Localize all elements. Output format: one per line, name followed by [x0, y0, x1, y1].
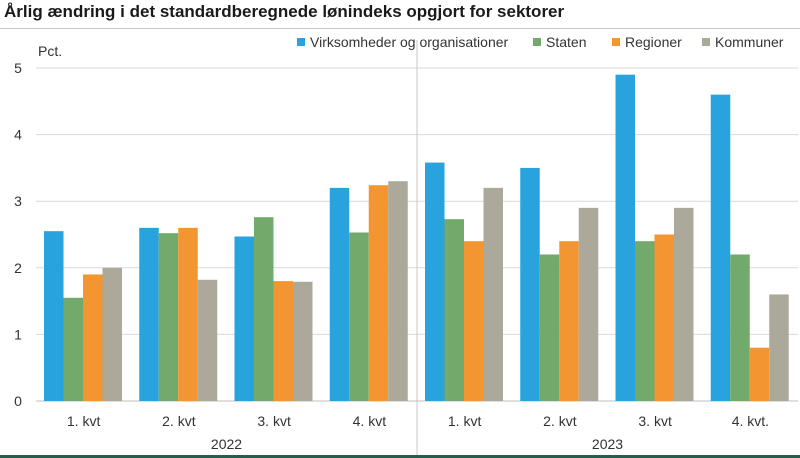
bar-4-6 [578, 207, 599, 401]
group-label-2022: 2022 [211, 436, 242, 452]
bar-3-4 [368, 185, 389, 401]
bar-2-6 [539, 254, 560, 401]
y-axis-unit-label: Pct. [38, 43, 62, 59]
group-label-2023: 2023 [592, 436, 623, 452]
legend-swatch-4 [702, 38, 710, 46]
x-tick-label-3: 3. kvt [257, 413, 291, 429]
bottom-rule [0, 455, 800, 458]
bar-4-5 [483, 187, 503, 401]
y-tick-label-4: 4 [14, 127, 22, 143]
legend-swatch-1 [297, 38, 305, 46]
bar-3-1 [83, 274, 103, 401]
bar-1-1 [44, 231, 64, 401]
bar-1-7 [615, 74, 635, 401]
x-tick-label-1: 1. kvt [67, 413, 101, 429]
bar-1-3 [234, 236, 254, 401]
y-tick-label-5: 5 [14, 60, 22, 76]
bar-4-7 [674, 207, 694, 401]
bar-3-7 [654, 234, 674, 401]
y-tick-label-2: 2 [14, 260, 22, 276]
bar-3-3 [273, 281, 293, 401]
bar-4-4 [388, 181, 408, 401]
bar-2-3 [254, 217, 274, 401]
legend-label-2: Staten [546, 34, 586, 50]
legend-swatch-3 [612, 38, 620, 46]
bar-1-5 [425, 162, 445, 401]
bar-2-1 [63, 297, 83, 401]
bar-2-8 [730, 254, 750, 401]
legend-label-1: Virksomheder og organisationer [310, 34, 509, 50]
bar-3-6 [559, 241, 579, 401]
bar-1-4 [329, 187, 350, 401]
x-tick-label-4: 4. kvt [353, 413, 387, 429]
bar-3-5 [464, 241, 484, 401]
x-tick-label-8: 4. kvt. [732, 413, 769, 429]
bar-3-8 [749, 347, 770, 401]
chart-title: Årlig ændring i det standardberegnede lø… [4, 2, 565, 21]
legend-swatch-2 [533, 38, 541, 46]
x-tick-label-5: 1. kvt [448, 413, 482, 429]
bar-4-8 [769, 294, 789, 401]
bar-1-2 [139, 227, 159, 401]
bar-1-6 [520, 167, 540, 401]
legend-label-4: Kommuner [715, 34, 784, 50]
legend-label-3: Regioner [625, 34, 682, 50]
bar-2-4 [349, 232, 369, 401]
y-tick-label-0: 0 [14, 393, 22, 409]
bar-4-2 [197, 279, 218, 401]
x-tick-label-7: 3. kvt [638, 413, 672, 429]
bar-4-1 [102, 267, 122, 401]
bar-2-7 [635, 241, 655, 401]
bar-2-2 [158, 233, 179, 401]
bar-2-5 [444, 219, 464, 401]
x-tick-label-2: 2. kvt [162, 413, 196, 429]
y-tick-label-3: 3 [14, 193, 22, 209]
bar-1-8 [710, 94, 731, 401]
bar-4-3 [293, 281, 313, 401]
x-tick-label-6: 2. kvt [543, 413, 577, 429]
bar-3-2 [178, 227, 198, 401]
y-tick-label-1: 1 [14, 326, 22, 342]
